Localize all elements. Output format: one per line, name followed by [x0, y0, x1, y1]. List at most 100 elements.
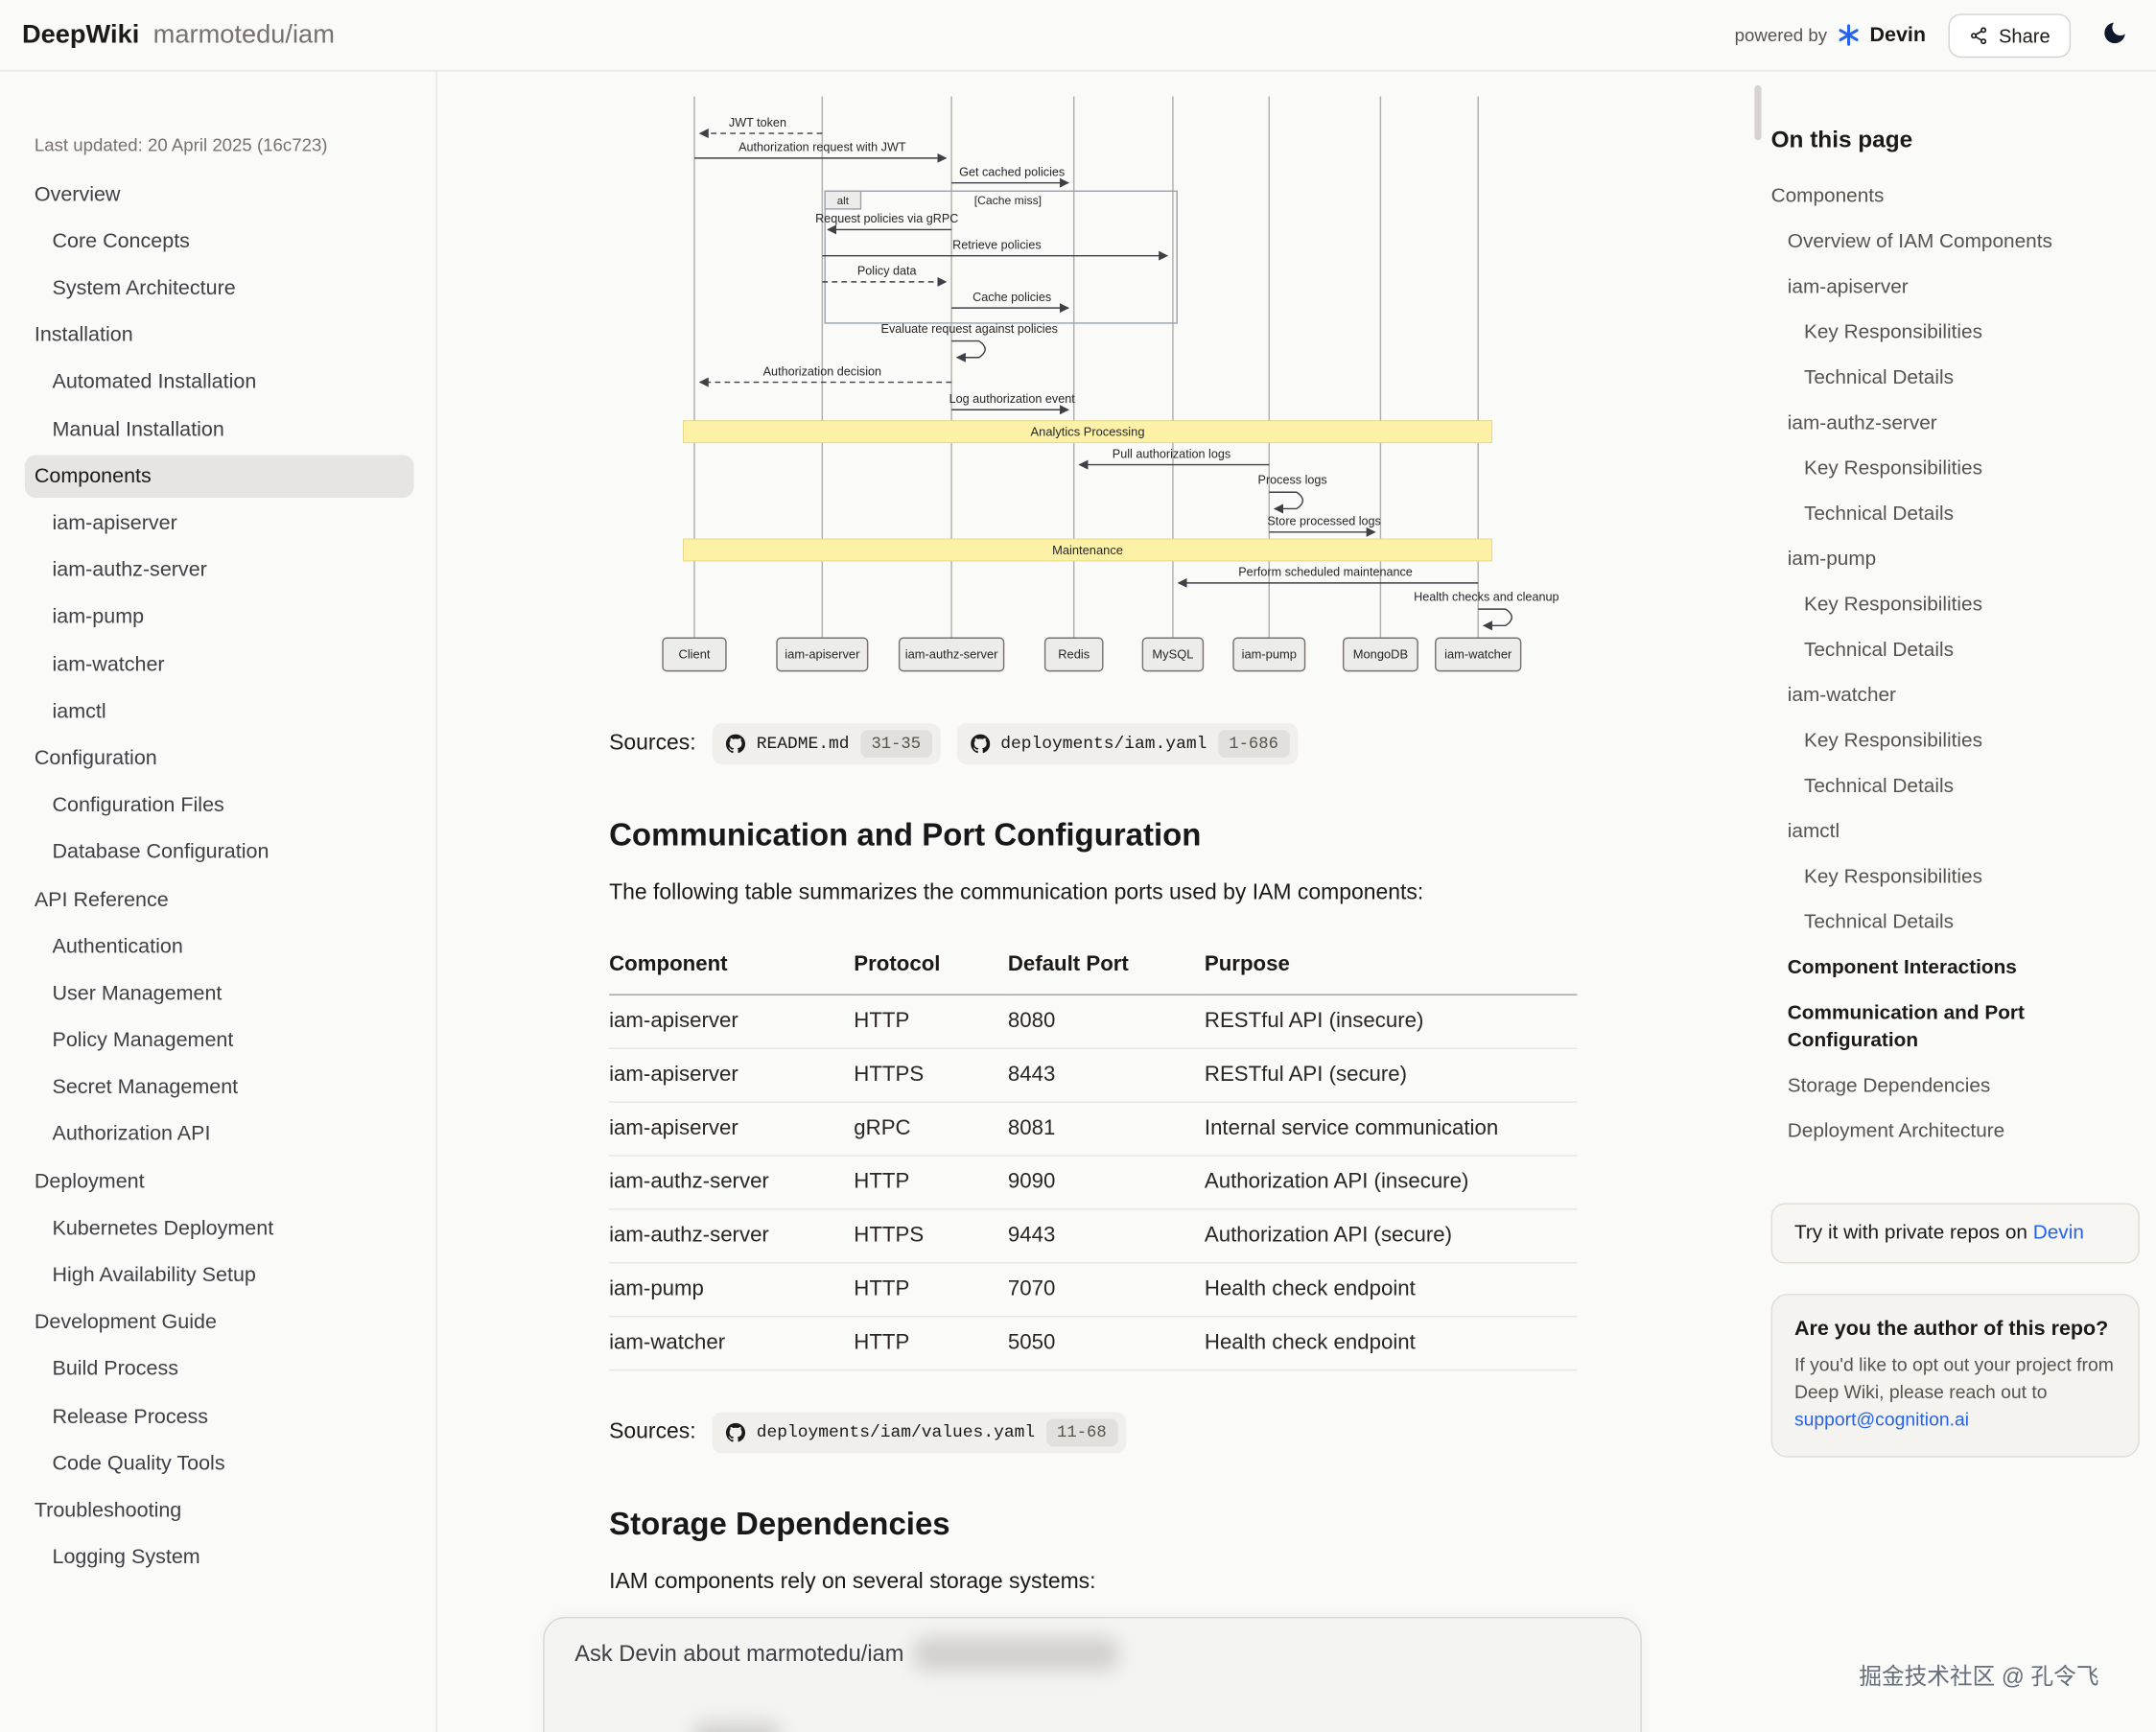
sidebar-item-configuration-files[interactable]: Configuration Files: [52, 793, 224, 817]
devin-label: Devin: [1869, 23, 1927, 47]
try-private-repos-panel[interactable]: Try it with private repos on Devin: [1770, 1203, 2140, 1264]
sidebar-item-authorization-api[interactable]: Authorization API: [52, 1122, 211, 1146]
sidebar-item-core-concepts[interactable]: Core Concepts: [52, 229, 190, 253]
sidebar-item-kubernetes-deployment[interactable]: Kubernetes Deployment: [52, 1216, 274, 1240]
source-file-name: deployments/iam.yaml: [1000, 734, 1207, 754]
sidebar-item-automated-installation[interactable]: Automated Installation: [52, 370, 257, 394]
toc-item-overview-of-iam-components[interactable]: Overview of IAM Components: [1787, 230, 2052, 253]
left-sidebar: Last updated: 20 April 2025 (16c723) Ove…: [0, 71, 437, 1732]
table-row: iam-apiserver HTTP 8080 RESTful API (ins…: [609, 995, 1578, 1049]
diagram-actor-iam-authz-server: iam-authz-server: [905, 647, 998, 662]
toc-item-key-responsibilities[interactable]: Key Responsibilities: [1803, 456, 1983, 480]
sidebar-item-code-quality-tools[interactable]: Code Quality Tools: [52, 1451, 225, 1475]
sidebar-item-iam-apiserver[interactable]: iam-apiserver: [52, 511, 177, 535]
toc-item-communication-and-port-configuration[interactable]: Communication and Port Configuration: [1787, 1001, 2025, 1052]
sidebar-item-high-availability-setup[interactable]: High Availability Setup: [52, 1263, 256, 1287]
diagram-msg-process-logs: Process logs: [1258, 474, 1327, 487]
diagram-msg-evaluate: Evaluate request against policies: [881, 322, 1058, 336]
toc-item-deployment-architecture[interactable]: Deployment Architecture: [1787, 1119, 2005, 1142]
sidebar-item-secret-management[interactable]: Secret Management: [52, 1075, 239, 1099]
toc-item-key-responsibilities[interactable]: Key Responsibilities: [1803, 865, 1983, 888]
toc-item-iam-pump[interactable]: iam-pump: [1787, 548, 1877, 571]
toc-item-iam-authz-server[interactable]: iam-authz-server: [1787, 411, 1937, 434]
sidebar-item-build-process[interactable]: Build Process: [52, 1357, 178, 1381]
sidebar-item-database-configuration[interactable]: Database Configuration: [52, 840, 270, 864]
toc-item-technical-details[interactable]: Technical Details: [1803, 503, 1954, 525]
sidebar-item-authentication[interactable]: Authentication: [52, 934, 183, 958]
cell-component: iam-apiserver: [609, 995, 855, 1049]
try-private-repos-text: Try it with private repos on: [1793, 1222, 2027, 1245]
source-badge-readme[interactable]: README.md 31-35: [712, 723, 941, 765]
diagram-msg-pull-logs: Pull authorization logs: [1113, 447, 1230, 460]
top-header: DeepWiki marmotedu/iam powered by Devin: [0, 0, 2156, 72]
powered-by-devin-link[interactable]: powered by Devin: [1735, 23, 1926, 46]
cell-purpose: RESTful API (secure): [1204, 1048, 1578, 1103]
sidebar-item-deployment[interactable]: Deployment: [34, 1169, 145, 1193]
cell-protocol: HTTP: [854, 995, 1008, 1049]
theme-toggle-button[interactable]: [2098, 16, 2131, 54]
sidebar-item-iam-authz-server[interactable]: iam-authz-server: [52, 558, 207, 582]
devin-logo-icon: [1837, 23, 1860, 46]
sidebar-item-troubleshooting[interactable]: Troubleshooting: [34, 1498, 182, 1522]
sidebar-item-installation[interactable]: Installation: [34, 323, 133, 347]
cell-protocol: gRPC: [854, 1102, 1008, 1157]
toc-item-storage-dependencies[interactable]: Storage Dependencies: [1787, 1074, 1991, 1097]
sidebar-item-iam-watcher[interactable]: iam-watcher: [52, 652, 165, 676]
source-badge-iam-yaml[interactable]: deployments/iam.yaml 1-686: [956, 723, 1298, 765]
toc-item-iamctl[interactable]: iamctl: [1787, 820, 1840, 843]
section-title-ports: Communication and Port Configuration: [609, 816, 1202, 853]
diagram-msg-log-event: Log authorization event: [949, 392, 1076, 406]
sources-label: Sources:: [609, 731, 696, 756]
cell-protocol: HTTP: [854, 1316, 1008, 1371]
sidebar-item-configuration[interactable]: Configuration: [34, 746, 157, 770]
toc-item-technical-details[interactable]: Technical Details: [1803, 366, 1954, 389]
column-header: Protocol: [854, 940, 1008, 995]
scrollbar-thumb[interactable]: [1754, 84, 1762, 141]
share-label: Share: [1999, 24, 2051, 47]
share-button[interactable]: Share: [1947, 12, 2072, 58]
source-badge-values-yaml[interactable]: deployments/iam/values.yaml 11-68: [712, 1412, 1126, 1454]
sidebar-item-logging-system[interactable]: Logging System: [52, 1545, 200, 1570]
toc-item-iam-watcher[interactable]: iam-watcher: [1787, 684, 1896, 707]
sidebar-item-iam-pump[interactable]: iam-pump: [52, 605, 145, 629]
sidebar-item-development-guide[interactable]: Development Guide: [34, 1310, 217, 1334]
section-title-storage: Storage Dependencies: [609, 1505, 950, 1542]
diagram-msg-retrieve-policies: Retrieve policies: [952, 238, 1042, 251]
cell-component: iam-apiserver: [609, 1102, 855, 1157]
toc-item-components[interactable]: Components: [1770, 184, 1885, 207]
toc-item-technical-details[interactable]: Technical Details: [1803, 638, 1954, 661]
ports-table: Component Protocol Default Port Purpose …: [609, 940, 1578, 1371]
diagram-actor-iam-pump: iam-pump: [1242, 647, 1297, 662]
author-card-title: Are you the author of this repo?: [1793, 1317, 2109, 1341]
sidebar-item-iamctl[interactable]: iamctl: [52, 699, 106, 723]
devin-link[interactable]: Devin: [2032, 1222, 2084, 1245]
toc-item-technical-details[interactable]: Technical Details: [1803, 910, 1954, 933]
toc-item-key-responsibilities[interactable]: Key Responsibilities: [1803, 593, 1983, 616]
sidebar-item-release-process[interactable]: Release Process: [52, 1404, 209, 1428]
sidebar-item-api-reference[interactable]: API Reference: [34, 887, 169, 911]
toc-item-key-responsibilities[interactable]: Key Responsibilities: [1803, 729, 1983, 752]
sidebar-item-user-management[interactable]: User Management: [52, 981, 223, 1005]
toc-title: On this page: [1770, 126, 1913, 153]
sidebar-item-overview[interactable]: Overview: [34, 182, 121, 206]
toc-item-technical-details[interactable]: Technical Details: [1803, 774, 1954, 797]
support-email-link[interactable]: support@cognition.ai: [1793, 1409, 1970, 1431]
ask-devin-box[interactable]: [543, 1616, 1642, 1732]
table-row: iam-apiserver gRPC 8081 Internal service…: [609, 1102, 1578, 1157]
toc-item-iam-apiserver[interactable]: iam-apiserver: [1787, 275, 1909, 298]
sidebar-item-manual-installation[interactable]: Manual Installation: [52, 417, 224, 441]
cell-component: iam-watcher: [609, 1316, 855, 1371]
cell-purpose: Health check endpoint: [1204, 1262, 1578, 1318]
cell-protocol: HTTPS: [854, 1048, 1008, 1103]
brand-logo[interactable]: DeepWiki: [21, 19, 140, 49]
author-opt-out-card: Are you the author of this repo? If you'…: [1770, 1294, 2140, 1458]
github-icon: [726, 1422, 746, 1442]
sidebar-item-system-architecture[interactable]: System Architecture: [52, 276, 236, 300]
toc-item-component-interactions[interactable]: Component Interactions: [1787, 956, 2017, 979]
toc-item-key-responsibilities[interactable]: Key Responsibilities: [1803, 320, 1983, 343]
sidebar-item-components[interactable]: Components: [24, 455, 414, 499]
cell-component: iam-pump: [609, 1262, 855, 1318]
cell-purpose: Authorization API (secure): [1204, 1208, 1578, 1264]
blurred-content: [912, 1637, 1120, 1671]
sidebar-item-policy-management[interactable]: Policy Management: [52, 1028, 234, 1052]
